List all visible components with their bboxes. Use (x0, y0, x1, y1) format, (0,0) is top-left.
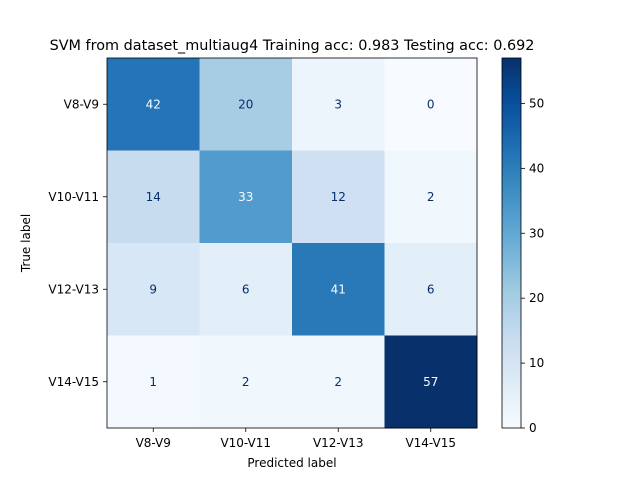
matrix-cell (107, 58, 200, 151)
matrix-cell-value: 33 (238, 190, 253, 204)
matrix-cell (292, 150, 385, 244)
colorbar-ticks: 0 10 20 30 40 50 (521, 96, 544, 435)
matrix-cell (292, 335, 385, 429)
matrix-cells (107, 58, 478, 429)
x-tick-label: V8-V9 (136, 436, 171, 450)
matrix-cell-value: 3 (334, 97, 342, 111)
matrix-cell-value: 20 (238, 97, 253, 111)
colorbar-tick-label: 30 (529, 226, 544, 240)
matrix-cell (384, 243, 478, 336)
matrix-cell (292, 58, 385, 151)
matrix-cell-value: 9 (149, 282, 157, 296)
matrix-cell (384, 150, 478, 244)
matrix-cell-value: 6 (242, 282, 250, 296)
matrix-cell-value: 1 (149, 375, 157, 389)
matrix-cell-value: 2 (242, 375, 250, 389)
matrix-cell (107, 335, 200, 429)
matrix-cell-value: 6 (427, 282, 435, 296)
colorbar-tick-label: 20 (529, 291, 544, 305)
matrix-cell-value: 12 (331, 190, 346, 204)
y-tick-label: V12-V13 (48, 282, 99, 296)
matrix-cell (199, 150, 293, 244)
matrix-cell-value: 41 (331, 282, 346, 296)
matrix-cell (199, 243, 293, 336)
colorbar-tick-label: 0 (529, 421, 537, 435)
matrix-cell (384, 58, 478, 151)
matrix-cell (107, 243, 200, 336)
matrix-cell-value: 57 (423, 375, 438, 389)
matrix-cell (384, 335, 478, 429)
y-tick-label: V14-V15 (48, 375, 99, 389)
y-axis-ticks: V8-V9 V10-V11 V12-V13 V14-V15 (48, 97, 107, 389)
x-tick-label: V10-V11 (220, 436, 271, 450)
colorbar (501, 57, 522, 429)
matrix-cell-labels: 42 20 3 014 33 12 29 6 41 61 2 2 57 (146, 97, 439, 389)
matrix-cell-value: 2 (334, 375, 342, 389)
colorbar-tick-label: 10 (529, 356, 544, 370)
matrix-cell-value: 0 (427, 97, 435, 111)
matrix-cell (199, 58, 293, 151)
matrix-cell-value: 2 (427, 190, 435, 204)
matrix-cell (107, 150, 200, 244)
matrix-cell (292, 243, 385, 336)
x-axis-ticks: V8-V9 V10-V11 V12-V13 V14-V15 (136, 428, 456, 450)
x-axis-label: Predicted label (247, 456, 336, 470)
matrix-cell (199, 335, 293, 429)
y-tick-label: V10-V11 (48, 190, 99, 204)
matrix-cell-value: 42 (146, 97, 161, 111)
matrix-cell-value: 14 (146, 190, 161, 204)
colorbar-tick-label: 50 (529, 96, 544, 110)
x-tick-label: V12-V13 (313, 436, 364, 450)
y-axis-label: True label (19, 214, 33, 273)
chart-title: SVM from dataset_multiaug4 Training acc:… (50, 38, 535, 54)
plot-frame (106, 57, 478, 429)
x-tick-label: V14-V15 (405, 436, 456, 450)
y-tick-label: V8-V9 (64, 97, 99, 111)
colorbar-tick-label: 40 (529, 161, 544, 175)
